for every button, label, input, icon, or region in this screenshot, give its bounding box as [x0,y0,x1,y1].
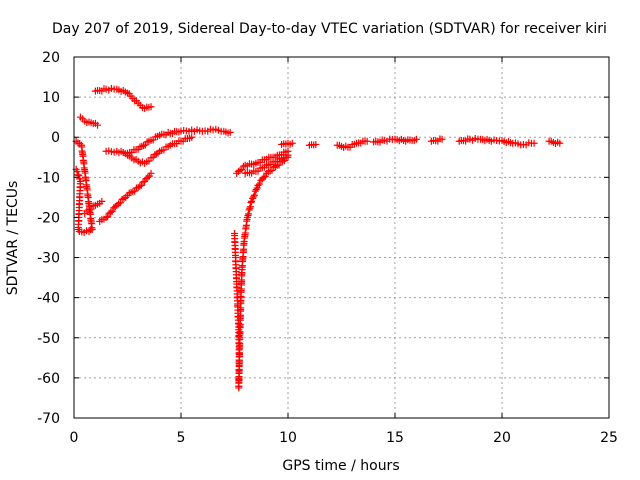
data-point [250,191,258,199]
data-point [245,210,253,218]
data-point [75,172,83,180]
y-tick-label: 20 [42,50,60,66]
data-point [111,203,119,211]
data-point [236,166,244,174]
data-point [188,133,196,141]
y-tick-label: -60 [37,371,60,387]
y-tick-label: -50 [37,331,60,347]
data-point [238,166,246,174]
y-tick-label: 10 [42,90,60,106]
data-point [139,178,147,186]
data-point [255,180,263,188]
data-point [147,169,155,177]
data-point [288,139,296,147]
data-point [137,181,145,189]
y-axis-label: SDTVAR / TECUs [5,181,21,296]
data-point [246,203,254,211]
x-axis-label: GPS time / hours [282,458,399,474]
data-point [140,142,148,150]
data-point [260,174,268,182]
data-point [438,135,446,143]
data-point [556,139,564,147]
data-point [312,140,320,148]
data-point [284,151,292,159]
x-tick-label: 25 [600,430,618,446]
y-tick-label: -10 [37,170,60,186]
data-point [102,213,110,221]
plot-frame [73,56,610,419]
data-point [98,197,106,205]
data-point [252,186,260,194]
x-tick-label: 0 [70,430,79,446]
data-point [264,168,272,176]
data-point [226,128,234,136]
data-point [363,137,371,145]
data-point [248,197,256,205]
x-tick-label: 5 [177,430,186,446]
data-point [254,181,262,189]
grid [74,57,609,418]
data-point [107,208,115,216]
data-point [144,173,152,181]
y-tick-label: -40 [37,291,60,307]
y-tick-label: -20 [37,210,60,226]
data-point [104,213,112,221]
x-tick-label: 15 [386,430,404,446]
chart-title: Day 207 of 2019, Sidereal Day-to-day VTE… [52,21,607,37]
data-point [412,135,420,143]
data-point [247,199,255,207]
data-point [94,121,102,129]
data-point [151,151,159,159]
data-point [108,207,116,215]
y-tick-label: -30 [37,251,60,267]
data-point [136,182,144,190]
y-tick-label: -70 [37,411,60,427]
data-point [261,172,269,180]
data-point [244,212,252,220]
data-point [245,206,253,214]
data-point [147,103,155,111]
data-point [129,188,137,196]
data-point [143,138,151,146]
data-points [72,84,564,392]
x-tick-label: 10 [279,430,297,446]
axis-ticks: 0 5 10 15 20 25 -70 -60 -50 -40 -30 -20 -10 0 10 20 [37,50,618,446]
data-point [530,139,538,147]
x-tick-label: 20 [493,430,511,446]
data-point [249,193,257,201]
y-tick-label: 0 [51,130,60,146]
data-point [246,204,254,212]
data-point [73,167,81,175]
